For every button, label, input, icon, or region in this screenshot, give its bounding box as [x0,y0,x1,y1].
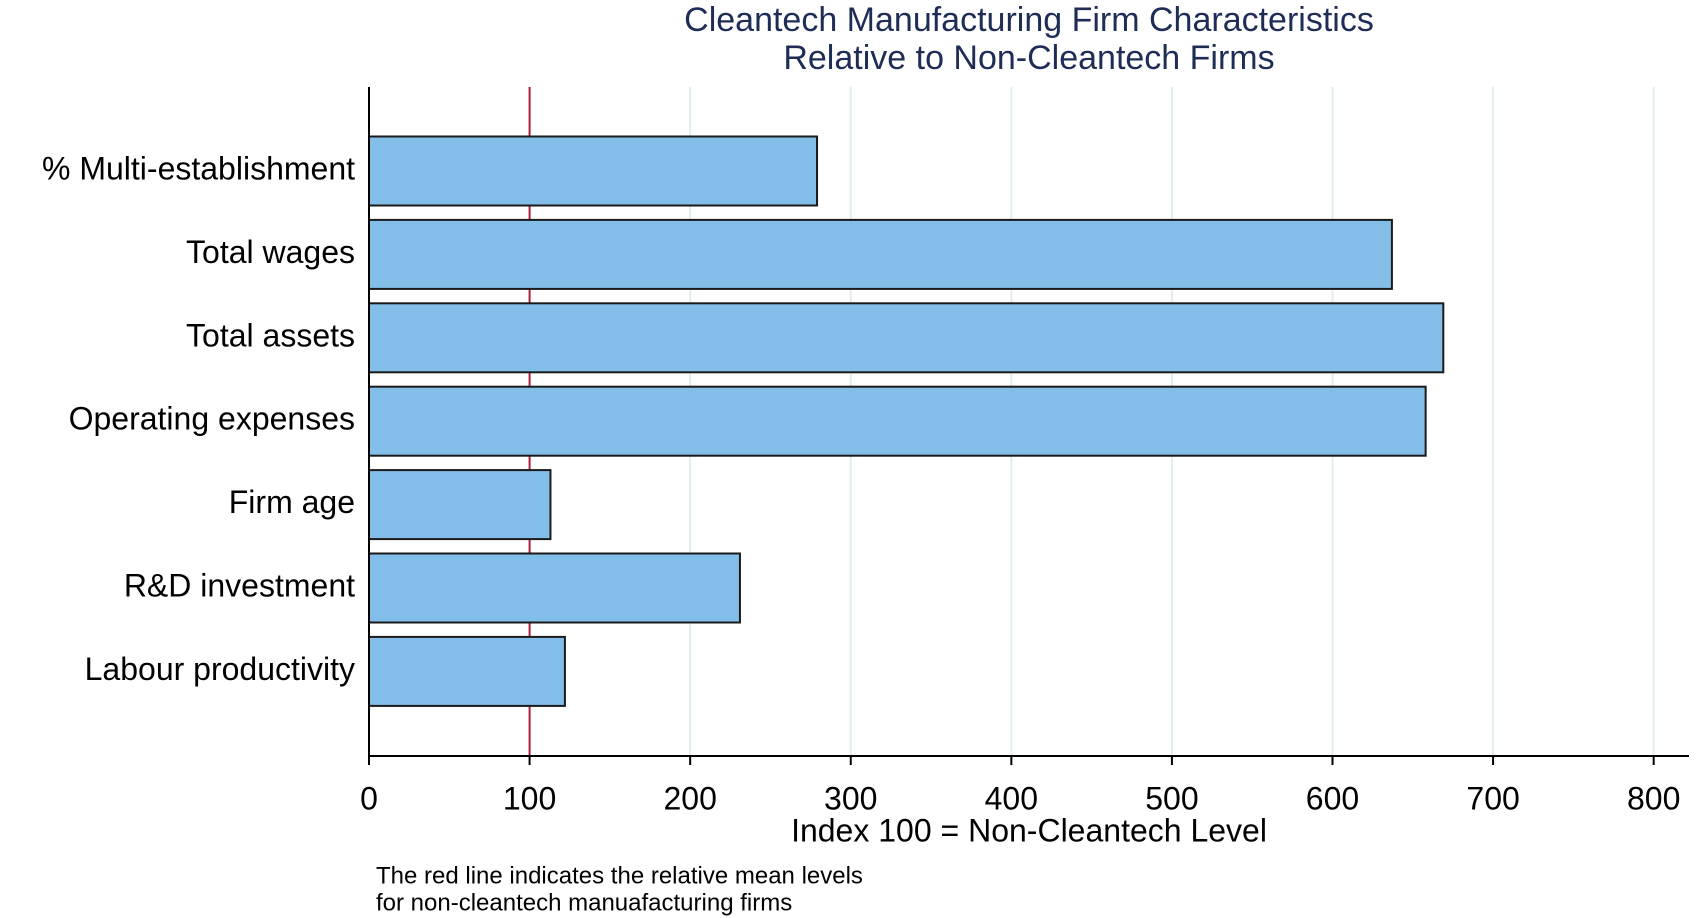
chart-title: Relative to Non-Cleantech Firms [783,39,1274,77]
y-tick-label: % Multi-establishment [42,150,355,186]
x-tick-label: 500 [1145,780,1198,816]
note: The red line indicates the relative mean… [376,862,863,889]
x-tick-label: 0 [360,780,378,816]
x-tick-label: 200 [663,780,716,816]
y-tick-label: Total wages [186,234,355,270]
x-tick-label: 300 [824,780,877,816]
bar [368,385,1427,457]
x-tick-label: 600 [1306,780,1359,816]
bar [368,218,1393,290]
y-tick-label: R&D investment [124,567,355,603]
bar [368,552,741,624]
bar [368,135,819,207]
y-tick-label: Firm age [229,484,355,520]
bar [368,302,1445,374]
x-tick-label: 800 [1627,780,1680,816]
bar [368,635,566,707]
x-tick-label: 400 [985,780,1038,816]
y-tick-label: Operating expenses [69,401,355,437]
y-tick-label: Total assets [186,317,355,353]
x-tick-label: 700 [1466,780,1519,816]
x-axis-label: Index 100 = Non-Cleantech Level [791,812,1267,848]
bar [368,469,552,541]
y-tick-label: Labour productivity [85,651,355,687]
chart-title: Cleantech Manufacturing Firm Characteris… [684,1,1374,39]
x-tick-label: 100 [503,780,556,816]
note: for non-cleantech manuafacturing firms [376,889,792,916]
